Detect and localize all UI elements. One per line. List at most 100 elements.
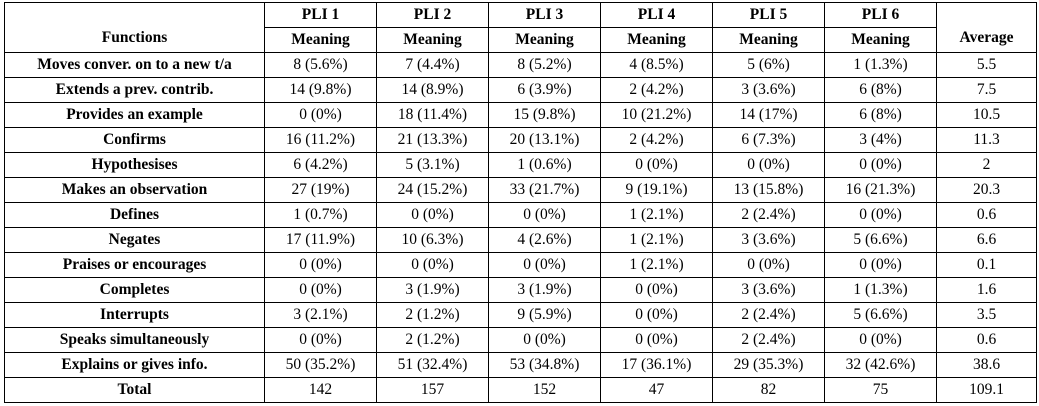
function-label: Interrupts — [4, 302, 265, 328]
pli-value-cell: 157 — [376, 377, 489, 403]
table-row: Hypothesises 6 (4.2%) 5 (3.1%) 1 (0.6%) 0 (0… — [4, 152, 1037, 178]
pli-value-cell: 0 (0%) — [488, 327, 601, 353]
table-row: Makes an observation 27 (19%) 24 (15.2%) 33… — [4, 177, 1037, 203]
header-row-meaning: Meaning Meaning Meaning Meaning Meaning … — [5, 27, 1037, 53]
pli-value-cell: 27 (19%) — [264, 177, 377, 203]
table-row: Provides an example 0 (0%) 18 (11.4%) 15 (9… — [4, 102, 1037, 128]
pli-header: PLI 2 — [376, 2, 489, 28]
average-cell: 6.6 — [936, 227, 1037, 253]
pli-value-cell: 16 (21.3%) — [824, 177, 937, 203]
meaning-header: Meaning — [488, 27, 601, 53]
pli-value-cell: 16 (11.2%) — [264, 127, 377, 153]
pli-value-cell: 0 (0%) — [264, 102, 377, 128]
functions-table: Functions PLI 1 PLI 2 PLI 3 PLI 4 PLI 5 … — [4, 2, 1037, 403]
pli-value-cell: 13 (15.8%) — [712, 177, 825, 203]
average-cell: 38.6 — [936, 352, 1037, 378]
pli-value-cell: 82 — [712, 377, 825, 403]
pli-value-cell: 9 (19.1%) — [600, 177, 713, 203]
pli-value-cell: 6 (7.3%) — [712, 127, 825, 153]
pli-value-cell: 10 (21.2%) — [600, 102, 713, 128]
pli-value-cell: 6 (8%) — [824, 102, 937, 128]
function-label: Moves conver. on to a new t/a — [4, 52, 265, 78]
pli-value-cell: 75 — [824, 377, 937, 403]
table-row: Explains or gives info. 50 (35.2%) 51 (32.… — [4, 352, 1037, 378]
pli-value-cell: 14 (17%) — [712, 102, 825, 128]
pli-value-cell: 2 (2.4%) — [712, 302, 825, 328]
pli-value-cell: 142 — [264, 377, 377, 403]
function-label: Completes — [4, 277, 265, 303]
average-cell: 0.1 — [936, 252, 1037, 278]
pli-value-cell: 0 (0%) — [600, 327, 713, 353]
pli-value-cell: 29 (35.3%) — [712, 352, 825, 378]
average-cell: 20.3 — [936, 177, 1037, 203]
pli-value-cell: 0 (0%) — [600, 277, 713, 303]
pli-value-cell: 5 (3.1%) — [376, 152, 489, 178]
pli-value-cell: 21 (13.3%) — [376, 127, 489, 153]
pli-header: PLI 5 — [712, 2, 825, 28]
function-label: Explains or gives info. — [4, 352, 265, 378]
pli-value-cell: 4 (8.5%) — [600, 52, 713, 78]
meaning-header: Meaning — [264, 27, 377, 53]
pli-value-cell: 0 (0%) — [376, 252, 489, 278]
pli-value-cell: 3 (1.9%) — [488, 277, 601, 303]
pli-value-cell: 2 (1.2%) — [376, 327, 489, 353]
pli-value-cell: 152 — [488, 377, 601, 403]
pli-value-cell: 0 (0%) — [712, 152, 825, 178]
pli-value-cell: 0 (0%) — [712, 252, 825, 278]
meaning-header: Meaning — [712, 27, 825, 53]
pli-header: PLI 3 — [488, 2, 601, 28]
pli-value-cell: 3 (3.6%) — [712, 77, 825, 103]
function-label: Extends a prev. contrib. — [4, 77, 265, 103]
pli-value-cell: 7 (4.4%) — [376, 52, 489, 78]
pli-value-cell: 1 (1.3%) — [824, 52, 937, 78]
pli-value-cell: 5 (6%) — [712, 52, 825, 78]
average-cell: 3.5 — [936, 302, 1037, 328]
pli-value-cell: 2 (2.4%) — [712, 327, 825, 353]
pli-value-cell: 0 (0%) — [824, 327, 937, 353]
pli-value-cell: 1 (1.3%) — [824, 277, 937, 303]
table-row: Negates 17 (11.9%) 10 (6.3%) 4 (2.6%) 1 (2.1… — [4, 227, 1037, 253]
pli-value-cell: 32 (42.6%) — [824, 352, 937, 378]
pli-value-cell: 1 (2.1%) — [600, 252, 713, 278]
function-label: Provides an example — [4, 102, 265, 128]
meaning-header: Meaning — [824, 27, 937, 53]
pli-value-cell: 10 (6.3%) — [376, 227, 489, 253]
table-row: Moves conver. on to a new t/a 8 (5.6%) 7 (… — [4, 52, 1037, 78]
pli-value-cell: 5 (6.6%) — [824, 227, 937, 253]
table-row: Speaks simultaneously 0 (0%) 2 (1.2%) 0 (0%… — [4, 327, 1037, 353]
function-label: Confirms — [4, 127, 265, 153]
table-row: Interrupts 3 (2.1%) 2 (1.2%) 9 (5.9%) 0 (0%)… — [4, 302, 1037, 328]
pli-value-cell: 0 (0%) — [264, 277, 377, 303]
pli-value-cell: 2 (4.2%) — [600, 77, 713, 103]
pli-value-cell: 15 (9.8%) — [488, 102, 601, 128]
pli-value-cell: 14 (8.9%) — [376, 77, 489, 103]
meaning-header: Meaning — [376, 27, 489, 53]
header-row-pli: Functions PLI 1 PLI 2 PLI 3 PLI 4 PLI 5 … — [4, 2, 1037, 53]
pli-value-cell: 1 (2.1%) — [600, 202, 713, 228]
pli-value-cell: 3 (3.6%) — [712, 227, 825, 253]
function-label: Makes an observation — [4, 177, 265, 203]
table-row: Defines 1 (0.7%) 0 (0%) 0 (0%) 1 (2.1%) 2 (2.… — [4, 202, 1037, 228]
average-header: Average — [936, 2, 1037, 53]
pli-value-cell: 18 (11.4%) — [376, 102, 489, 128]
table-row: Completes 0 (0%) 3 (1.9%) 3 (1.9%) 0 (0%) 3 (… — [4, 277, 1037, 303]
pli-value-cell: 0 (0%) — [824, 202, 937, 228]
pli-value-cell: 0 (0%) — [264, 327, 377, 353]
function-label: Praises or encourages — [4, 252, 265, 278]
pli-value-cell: 33 (21.7%) — [488, 177, 601, 203]
meaning-header: Meaning — [600, 27, 713, 53]
function-label: Hypothesises — [4, 152, 265, 178]
pli-value-cell: 6 (4.2%) — [264, 152, 377, 178]
pli-value-cell: 1 (2.1%) — [600, 227, 713, 253]
pli-header: PLI 6 — [824, 2, 937, 28]
pli-value-cell: 20 (13.1%) — [488, 127, 601, 153]
pli-value-cell: 2 (1.2%) — [376, 302, 489, 328]
pli-value-cell: 17 (36.1%) — [600, 352, 713, 378]
pli-value-cell: 0 (0%) — [488, 202, 601, 228]
pli-value-cell: 8 (5.2%) — [488, 52, 601, 78]
pli-value-cell: 1 (0.7%) — [264, 202, 377, 228]
table-row: Confirms 16 (11.2%) 21 (13.3%) 20 (13.1%) 2 … — [4, 127, 1037, 153]
function-label: Speaks simultaneously — [4, 327, 265, 353]
pli-value-cell: 17 (11.9%) — [264, 227, 377, 253]
average-cell: 1.6 — [936, 277, 1037, 303]
